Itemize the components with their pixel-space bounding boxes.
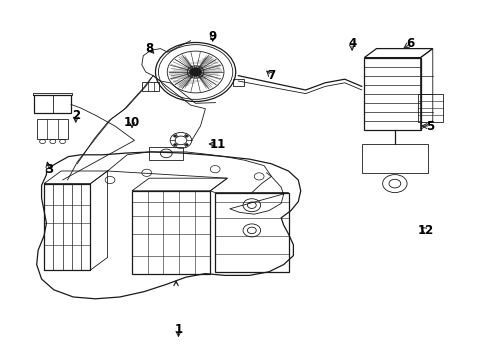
- Text: 11: 11: [209, 138, 225, 150]
- Text: 1: 1: [174, 323, 182, 336]
- Text: 2: 2: [72, 109, 80, 122]
- Bar: [364, 58, 420, 130]
- Text: 8: 8: [145, 42, 153, 55]
- Text: 7: 7: [267, 69, 275, 82]
- Text: 9: 9: [208, 30, 216, 42]
- Bar: [417, 94, 442, 122]
- Bar: [361, 144, 427, 173]
- Bar: [37, 119, 68, 139]
- Bar: [215, 193, 288, 272]
- Bar: [132, 191, 210, 274]
- Circle shape: [185, 135, 188, 137]
- Circle shape: [189, 68, 201, 76]
- Text: 12: 12: [416, 224, 433, 237]
- Bar: [233, 79, 244, 86]
- Text: 4: 4: [347, 37, 355, 50]
- Bar: [142, 82, 159, 91]
- Text: 5: 5: [426, 120, 433, 132]
- Text: 10: 10: [123, 116, 140, 129]
- Text: 3: 3: [45, 163, 53, 176]
- Circle shape: [185, 144, 188, 146]
- Bar: [149, 147, 183, 160]
- Bar: [34, 95, 71, 113]
- Text: 6: 6: [406, 37, 414, 50]
- Circle shape: [173, 144, 176, 146]
- Circle shape: [173, 135, 176, 137]
